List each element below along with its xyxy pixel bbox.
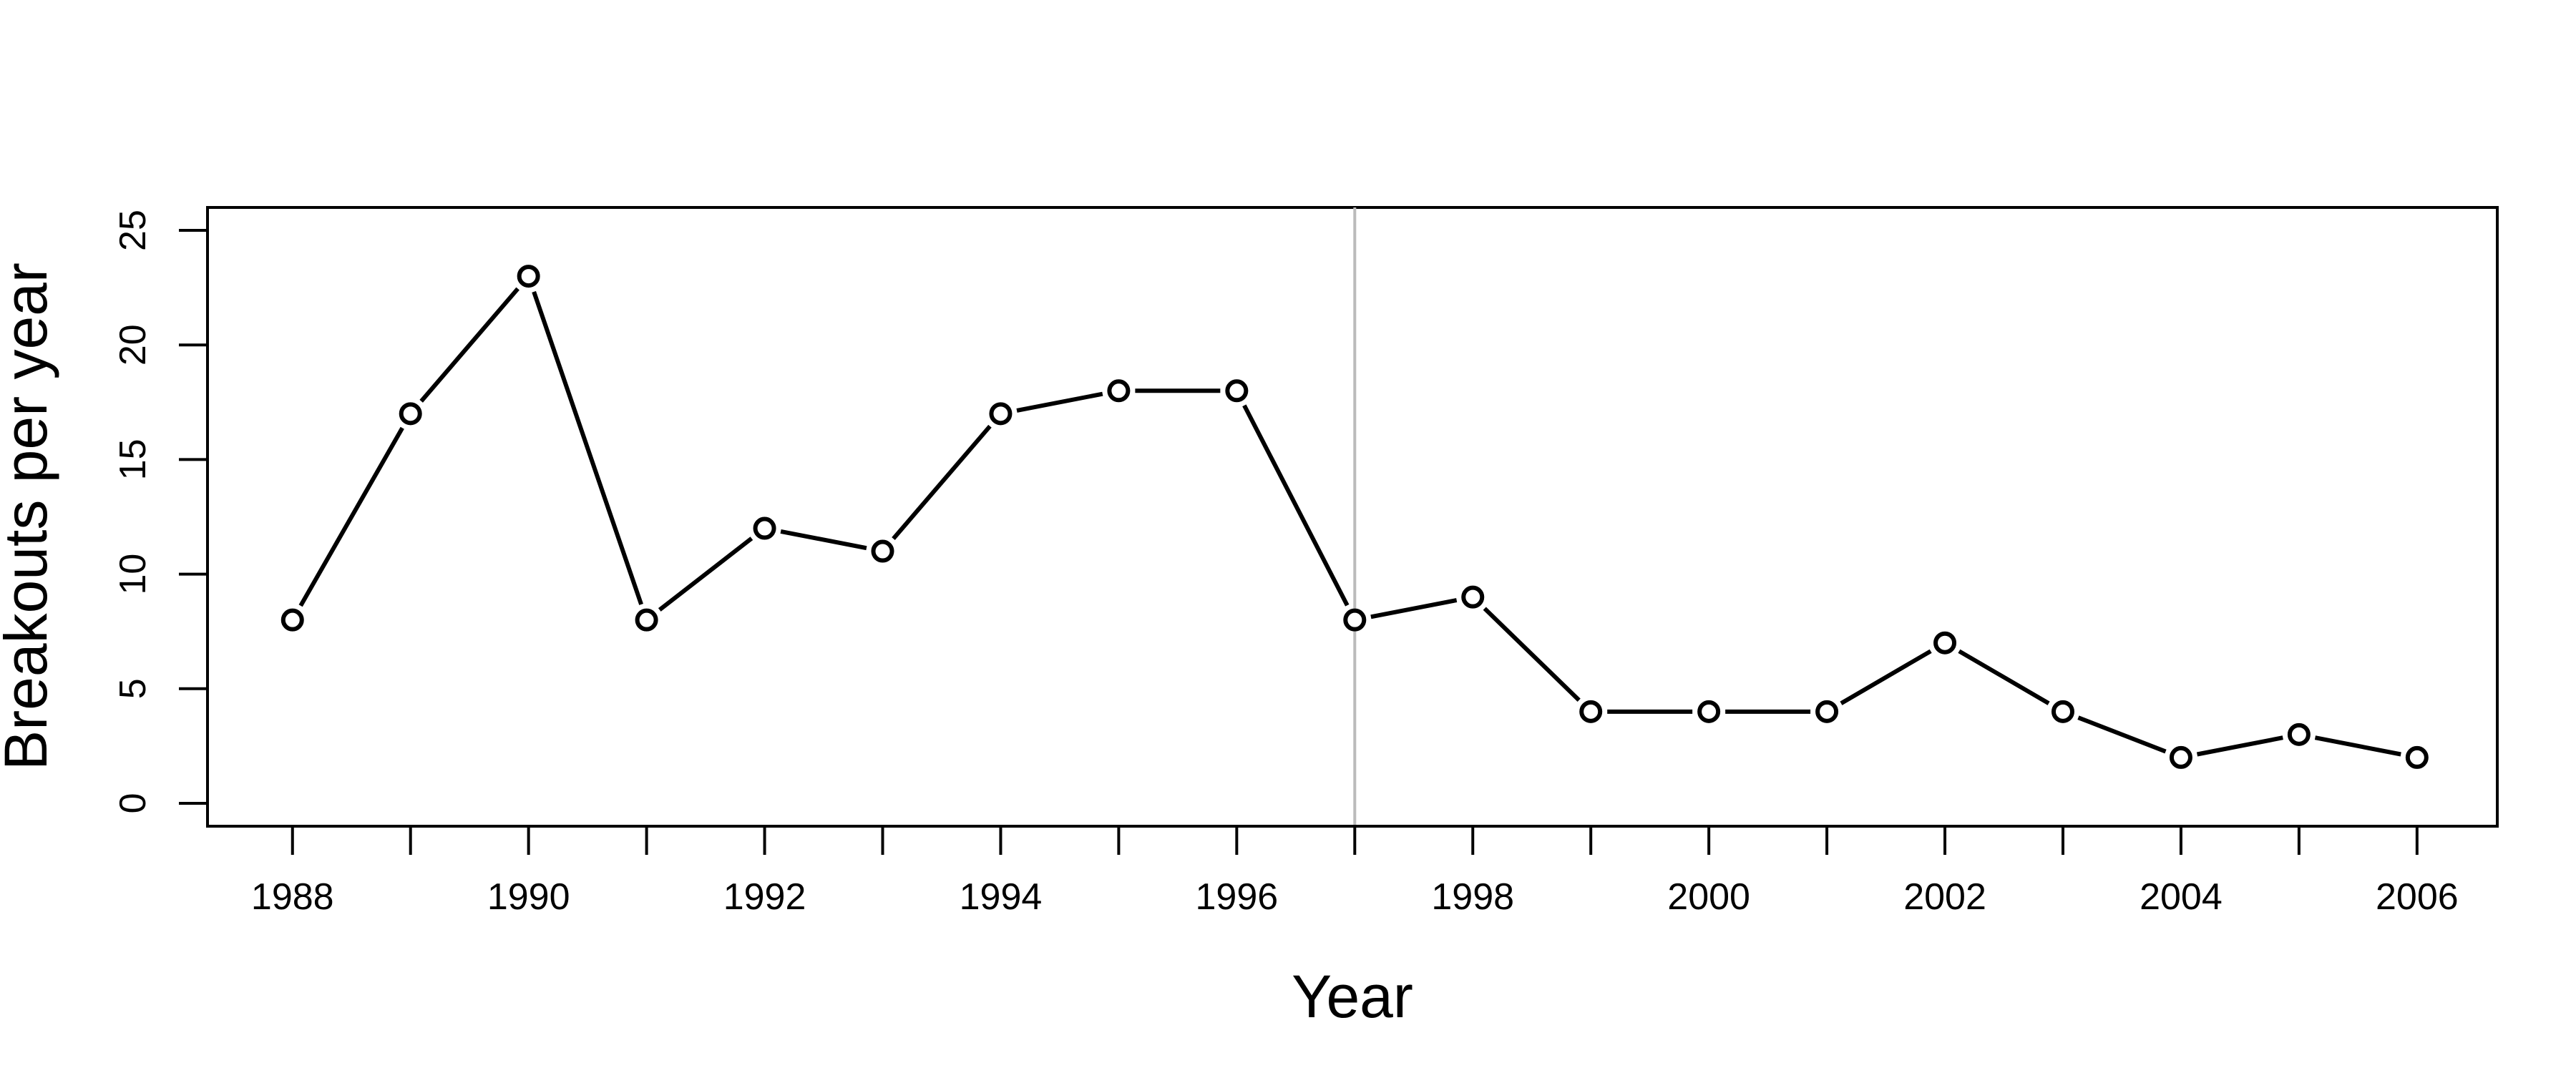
x-axis: 1988 1990 1992 1994 1996 1998 2000 2002 2004 2006	[251, 825, 2459, 918]
series-line-segment	[532, 290, 643, 605]
x-tick-label: 2000	[1667, 876, 1750, 918]
series-line-segment	[419, 287, 519, 403]
data-point	[871, 539, 894, 563]
data-point	[753, 516, 776, 540]
x-tick-label: 1990	[487, 876, 570, 918]
x-tick-label: 1994	[960, 876, 1043, 918]
y-tick-label: 0	[112, 793, 154, 814]
x-tick-label: 1988	[251, 876, 334, 918]
series-line-segment	[2314, 735, 2401, 757]
y-tick-label: 15	[112, 438, 154, 480]
series-line-segment	[1370, 598, 1458, 619]
data-point	[2405, 745, 2429, 769]
y-tick-label: 10	[112, 554, 154, 595]
data-point	[989, 402, 1013, 426]
data-point	[1461, 585, 1485, 609]
series-line-segment	[780, 529, 867, 551]
data-point	[2287, 722, 2311, 746]
series-line-segment	[658, 536, 753, 612]
data-point	[517, 265, 540, 288]
data-point	[280, 608, 304, 632]
data-point	[399, 402, 422, 426]
data-point	[1225, 379, 1249, 403]
y-axis: 0 5 10 15 20 25	[112, 210, 209, 814]
data-point	[1107, 379, 1131, 403]
series-line-segment	[2077, 715, 2167, 754]
x-tick-label: 1998	[1431, 876, 1514, 918]
y-tick-label: 20	[112, 324, 154, 366]
data-point	[1579, 700, 1603, 723]
series-line-segment	[1242, 404, 1350, 607]
series-line-segment	[1840, 649, 1932, 705]
data-point	[2051, 700, 2074, 723]
x-axis-title: Year	[1292, 963, 1413, 1030]
data-point	[1933, 631, 1957, 655]
series-line-segment	[1483, 607, 1581, 702]
x-tick-label: 2002	[1903, 876, 1986, 918]
data-point	[1343, 608, 1367, 632]
y-tick-label: 5	[112, 678, 154, 699]
x-tick-label: 2006	[2376, 876, 2459, 918]
y-tick-label: 25	[112, 210, 154, 251]
series-layer	[280, 265, 2429, 769]
x-tick-label: 2004	[2140, 876, 2223, 918]
data-point	[2169, 745, 2192, 769]
plot-frame	[206, 206, 2499, 828]
x-tick-label: 1996	[1196, 876, 1279, 918]
series-line-segment	[892, 424, 992, 541]
data-point	[1815, 700, 1839, 723]
data-point	[635, 608, 658, 632]
y-axis-title: Breakouts per year	[0, 263, 59, 770]
data-point	[1697, 700, 1721, 723]
x-tick-label: 1992	[723, 876, 806, 918]
series-line-segment	[1958, 649, 2050, 705]
series-line-segment	[1016, 391, 1103, 413]
series-line-segment	[298, 426, 404, 607]
series-line-segment	[2196, 735, 2283, 757]
